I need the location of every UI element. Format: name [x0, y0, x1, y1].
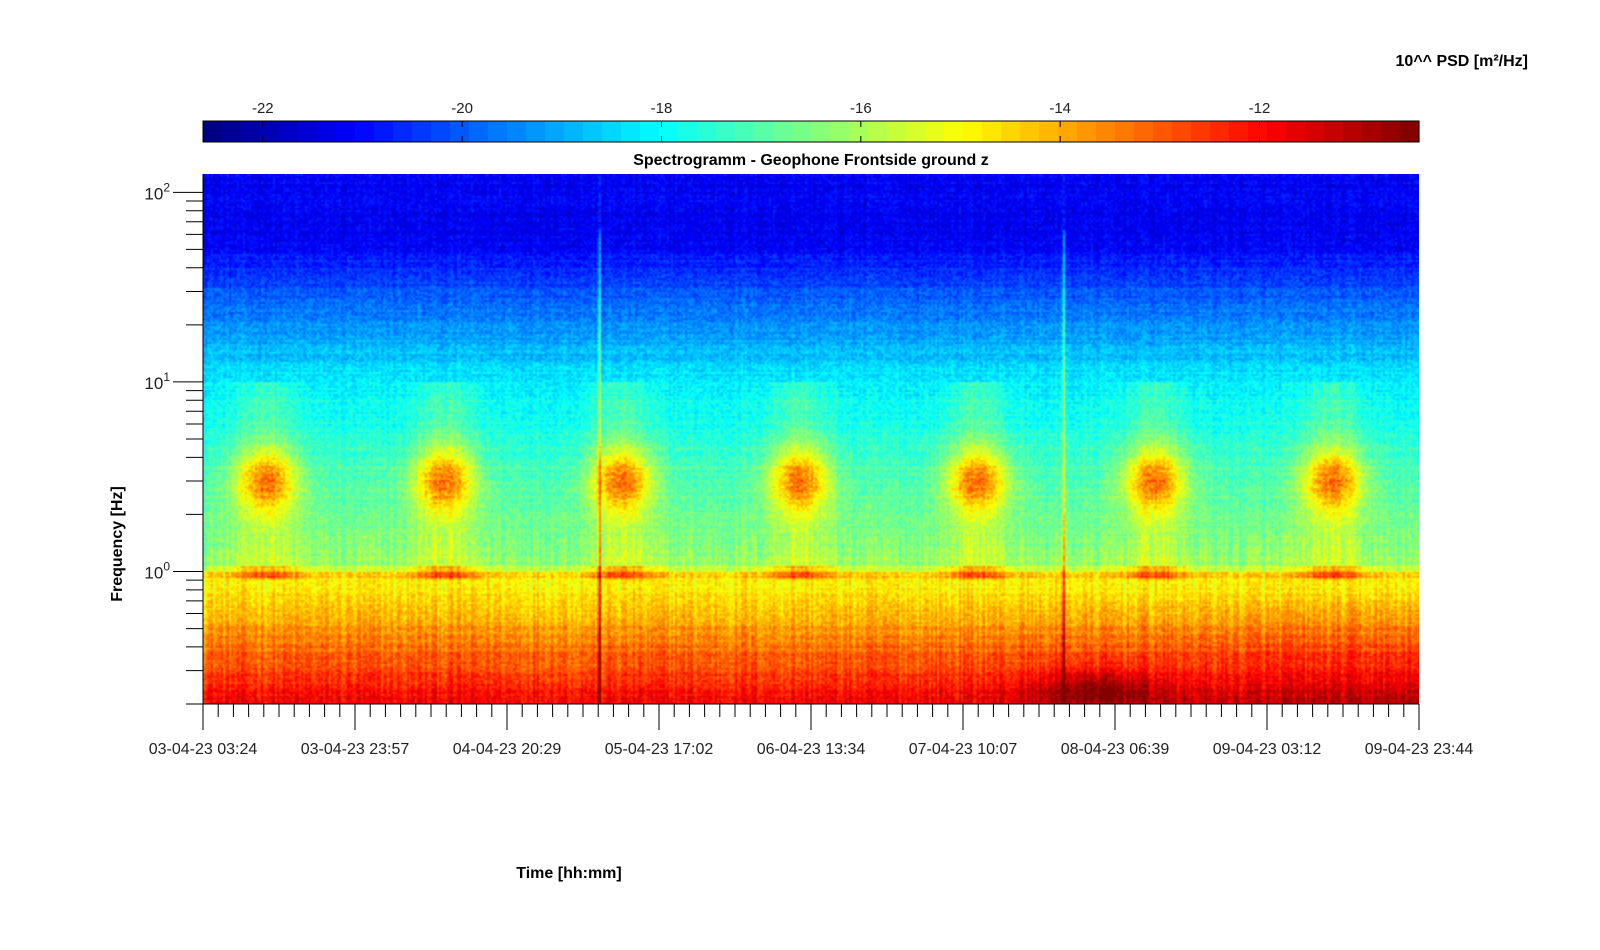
colorbar-cell: [431, 121, 451, 142]
y-tick-label: 101: [144, 370, 170, 393]
colorbar-tick-label: -18: [651, 100, 673, 117]
x-tick-label: 06-04-23 13:34: [757, 741, 866, 758]
colorbar-cell: [583, 121, 603, 142]
colorbar-cell: [450, 121, 470, 142]
colorbar-cell: [849, 121, 869, 142]
colorbar-cell: [811, 121, 831, 142]
colorbar-cell: [1229, 121, 1249, 142]
x-tick-label: 05-04-23 17:02: [605, 741, 714, 758]
colorbar-cell: [279, 121, 299, 142]
colorbar-cell: [1115, 121, 1135, 142]
colorbar-tick-label: -16: [850, 100, 872, 117]
colorbar-cell: [336, 121, 356, 142]
x-tick-label: 09-04-23 03:12: [1213, 741, 1322, 758]
colorbar-cell: [1324, 121, 1344, 142]
colorbar-tick-label: -22: [252, 100, 274, 117]
colorbar-cell: [1191, 121, 1211, 142]
colorbar-cell: [963, 121, 983, 142]
colorbar-cell: [1172, 121, 1192, 142]
colorbar-cell: [1153, 121, 1173, 142]
x-axis: 03-04-23 03:24 03-04-23 23:57 04-04-23 20:…: [149, 703, 1474, 758]
colorbar-cell: [1001, 121, 1021, 142]
colorbar-cell: [374, 121, 394, 142]
colorbar-tick-label: -14: [1049, 100, 1071, 117]
colorbar-cell: [1039, 121, 1059, 142]
colorbar-cell: [1096, 121, 1116, 142]
colorbar-cell: [203, 121, 223, 142]
colorbar-cell: [830, 121, 850, 142]
colorbar-cell: [298, 121, 318, 142]
colorbar-cell: [735, 121, 755, 142]
colorbar-cell: [564, 121, 584, 142]
x-tick-label: 03-04-23 23:57: [301, 741, 410, 758]
colorbar-cell: [1267, 121, 1287, 142]
colorbar-cell: [906, 121, 926, 142]
colorbar-cell: [1058, 121, 1078, 142]
colorbar-cell: [412, 121, 432, 142]
colorbar-cell: [773, 121, 793, 142]
colorbar-cell: [982, 121, 1002, 142]
x-axis-label: Time [hh:mm]: [516, 865, 621, 882]
y-axis-label: Frequency [Hz]: [109, 486, 126, 602]
colorbar-cell: [792, 121, 812, 142]
colorbar-cell: [1248, 121, 1268, 142]
colorbar-cell: [393, 121, 413, 142]
colorbar-label: 10^^ PSD [m²/Hz]: [1396, 53, 1528, 70]
y-tick-label: 102: [144, 180, 170, 203]
y-tick-label: 100: [144, 560, 170, 583]
colorbar-cell: [1400, 121, 1420, 142]
colorbar-cell: [678, 121, 698, 142]
y-axis: 100 101 102: [144, 174, 204, 705]
colorbar-cell: [925, 121, 945, 142]
colorbar-cell: [526, 121, 546, 142]
colorbar-cell: [887, 121, 907, 142]
x-tick-label: 08-04-23 06:39: [1061, 741, 1170, 758]
colorbar-cell: [1020, 121, 1040, 142]
colorbar-cell: [640, 121, 660, 142]
colorbar-cell: [1305, 121, 1325, 142]
colorbar-tick-label: -20: [451, 100, 473, 117]
colorbar-cell: [754, 121, 774, 142]
colorbar-cell: [1381, 121, 1401, 142]
colorbar-cell: [659, 121, 679, 142]
colorbar: -22 -20 -18 -16 -14 -12: [202, 100, 1420, 143]
colorbar-cell: [1286, 121, 1306, 142]
colorbar-cell: [944, 121, 964, 142]
colorbar-cell: [545, 121, 565, 142]
colorbar-cell: [355, 121, 375, 142]
colorbar-cell: [507, 121, 527, 142]
colorbar-cell: [1077, 121, 1097, 142]
colorbar-cell: [1343, 121, 1363, 142]
colorbar-cell: [1210, 121, 1230, 142]
x-tick-label: 04-04-23 20:29: [453, 741, 562, 758]
colorbar-cell: [241, 121, 261, 142]
colorbar-cell: [469, 121, 489, 142]
colorbar-cell: [222, 121, 242, 142]
colorbar-cell: [716, 121, 736, 142]
colorbar-tick-label: -12: [1249, 100, 1271, 117]
colorbar-cell: [868, 121, 888, 142]
colorbar-cell: [1134, 121, 1154, 142]
x-tick-label: 07-04-23 10:07: [909, 741, 1018, 758]
x-tick-label: 03-04-23 03:24: [149, 741, 258, 758]
x-tick-label: 09-04-23 23:44: [1365, 741, 1474, 758]
colorbar-cell: [1362, 121, 1382, 142]
spectrogram-plot-area: [203, 174, 1419, 704]
colorbar-cell: [621, 121, 641, 142]
colorbar-cell: [697, 121, 717, 142]
colorbar-cell: [260, 121, 280, 142]
colorbar-cell: [602, 121, 622, 142]
colorbar-cell: [317, 121, 337, 142]
colorbar-cell: [488, 121, 508, 142]
chart-title: Spectrogramm - Geophone Frontside ground…: [633, 152, 989, 169]
